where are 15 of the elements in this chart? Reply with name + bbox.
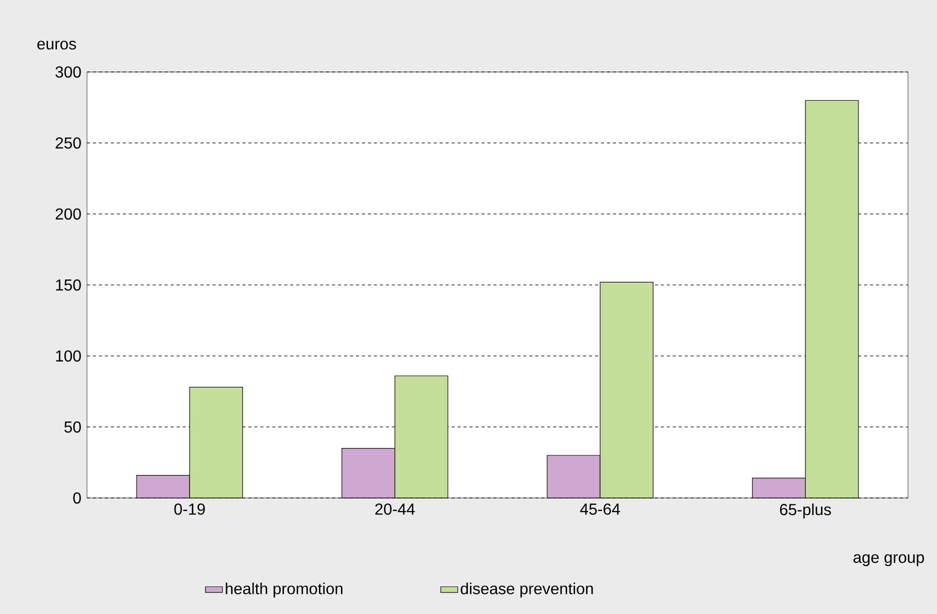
y-tick-label: 250 — [56, 137, 81, 149]
x-axis-title: age group — [854, 554, 924, 566]
x-tick-label: 65-plus — [780, 504, 831, 518]
legend-label: health promotion — [226, 582, 342, 598]
legend-label: disease prevention — [460, 582, 593, 598]
y-tick-label: 0 — [73, 492, 81, 504]
x-tick-label: 20-44 — [375, 504, 415, 515]
x-tick-label: 0-19 — [174, 504, 205, 515]
y-tick-label: 300 — [56, 66, 81, 78]
y-tick-label: 50 — [64, 421, 81, 433]
y-tick-label: 200 — [56, 208, 81, 220]
x-tick-label: 45-64 — [580, 504, 620, 515]
y-tick-label: 100 — [56, 350, 81, 362]
y-axis-title: euros — [37, 40, 76, 50]
y-tick-label: 150 — [56, 279, 81, 291]
